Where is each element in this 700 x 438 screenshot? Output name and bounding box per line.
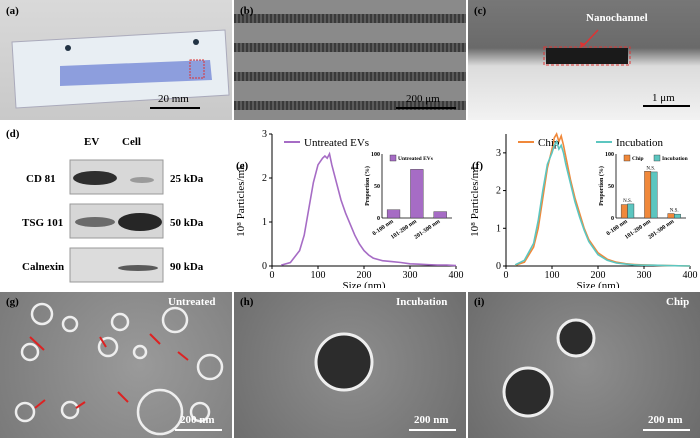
y-tick-label: 1 — [262, 217, 267, 228]
panel-i-tem: (i) Chip 200 nm — [468, 292, 700, 438]
panel-label-d: (d) — [6, 128, 20, 140]
panel-c-nanochannel: (c) Nanochannel 1 μm — [468, 0, 700, 120]
tem-tag-incubation: Incubation — [396, 296, 448, 308]
inset-annotation: N.S. — [670, 209, 679, 214]
panel-b-micrograph: (b) 200 μm — [234, 0, 466, 120]
series-line-incubation — [514, 139, 691, 267]
tem-tag-untreated: Untreated — [168, 296, 216, 308]
wb-strips — [69, 159, 164, 283]
panel-label-a: (a) — [6, 5, 19, 17]
inset-annotation: N.S. — [646, 166, 655, 171]
chart-e-svg: 0 100 200 300 400 0 1 2 3 Size (nm) 10⁸ Particles/… — [235, 129, 464, 288]
panel-d-western-blot: (d) EV Cell CD 81 25 kDa TSG 101 50 kDa … — [0, 128, 232, 288]
panel-a-chip-photo: (a) 20 mm — [0, 0, 232, 120]
panel-g-tem: (g) Untreated 200 nm — [0, 292, 232, 438]
inset-bar — [674, 213, 681, 219]
inset-annotation: N.S. — [623, 199, 632, 204]
series-line-untreated-evs — [280, 151, 457, 267]
x-tick-label: 300 — [637, 270, 652, 281]
inset-y-tick-label: 100 — [605, 152, 614, 158]
tem-tag-chip: Chip — [666, 296, 690, 308]
inset-legend-label: Chip — [632, 156, 644, 162]
panel-label-g: (g) — [6, 296, 19, 308]
y-tick-label: 3 — [262, 129, 267, 140]
inset-legend-swatch — [389, 154, 397, 162]
chart-f-svg: 0 100 200 300 400 0 1 2 3 Size (nm) 10⁸ Particles/… — [469, 132, 698, 288]
nanochannel-image — [543, 29, 690, 107]
panel-h-tem: (h) Incubation 200 nm — [234, 292, 466, 438]
inset-y-axis-label: Proportion (%) — [364, 166, 371, 206]
panel-label-e: (e) — [236, 160, 249, 172]
y-tick-label: 2 — [496, 186, 501, 197]
wb-row-kda: 25 kDa — [170, 173, 204, 185]
wb-row-name: CD 81 — [26, 173, 56, 185]
inset-y-axis-label: Proportion (%) — [598, 166, 605, 206]
wb-row-kda: 50 kDa — [170, 217, 204, 229]
x-tick-label: 100 — [311, 270, 326, 281]
scale-bar-label-b: 200 μm — [406, 93, 440, 105]
x-tick-label: 0 — [504, 270, 509, 281]
x-tick-label: 300 — [403, 270, 418, 281]
scale-bar-label-c: 1 μm — [652, 92, 675, 104]
inset-legend-swatch — [623, 154, 631, 162]
inset-bar — [620, 204, 628, 219]
wb-col-ev: EV — [84, 136, 100, 148]
scale-bar-label-h: 200 nm — [414, 414, 449, 426]
panel-e-chart: (e) 0 100 200 300 400 0 1 2 3 Size (nm) 10⁸ Partic… — [234, 128, 466, 288]
tem-untreated-image — [14, 302, 224, 436]
inset-bar — [667, 213, 675, 219]
x-tick-label: 400 — [449, 270, 464, 281]
x-tick-label: 400 — [683, 270, 698, 281]
y-tick-label: 3 — [496, 148, 501, 159]
inset-y-tick-label: 0 — [377, 216, 380, 222]
inset-legend-swatch — [653, 154, 661, 162]
inset-y-tick-label: 100 — [371, 152, 380, 158]
scale-bar-label-g: 200 nm — [180, 414, 215, 426]
inset-legend-label: Untreated EVs — [398, 156, 433, 162]
wb-row-kda: 90 kDa — [170, 261, 204, 273]
inset-category-label: 201-300 nm — [647, 219, 675, 241]
channel-array-image — [234, 14, 466, 110]
inset-bar — [627, 203, 635, 219]
wb-col-cell: Cell — [122, 136, 141, 148]
legend-label: Incubation — [616, 137, 664, 149]
wb-row-name: TSG 101 — [22, 217, 64, 229]
panel-f-chart: (f) 0 100 200 300 400 0 1 2 3 Size (nm) 10⁸ Partic… — [468, 128, 700, 288]
y-axis-label: 10⁸ Particles/mL — [235, 163, 247, 237]
inset-y-tick-label: 0 — [611, 216, 614, 222]
x-tick-label: 100 — [545, 270, 560, 281]
y-axis-label: 10⁸ Particles/mL — [469, 163, 481, 237]
inset-legend-label: Incubation — [662, 156, 688, 162]
legend-label: Untreated EVs — [304, 137, 369, 149]
x-axis-label: Size (nm) — [342, 280, 385, 288]
y-tick-label: 2 — [262, 173, 267, 184]
panel-label-f: (f) — [472, 160, 483, 172]
y-tick-label: 1 — [496, 223, 501, 234]
panel-label-b: (b) — [240, 5, 254, 17]
panel-label-h: (h) — [240, 296, 254, 308]
inset-bar — [650, 171, 658, 219]
y-tick-label: 0 — [262, 261, 267, 272]
nanochannel-annotation: Nanochannel — [586, 12, 648, 24]
wb-row-name: Calnexin — [22, 261, 65, 273]
scale-bar-label-a: 20 mm — [158, 93, 189, 105]
x-tick-label: 0 — [270, 270, 275, 281]
inset-bar — [386, 209, 401, 219]
y-tick-label: 0 — [496, 261, 501, 272]
inset-y-tick-label: 50 — [608, 184, 614, 190]
tem-incubation-image — [314, 332, 456, 431]
inset-bar — [410, 169, 424, 219]
inset-bar — [433, 211, 447, 219]
x-axis-label: Size (nm) — [576, 280, 619, 288]
x-tick-label: 200 — [357, 270, 372, 281]
inset-y-tick-label: 50 — [374, 184, 380, 190]
inset-bar — [644, 171, 652, 219]
x-tick-label: 200 — [591, 270, 606, 281]
scale-bar-label-i: 200 nm — [648, 414, 683, 426]
inset-category-label: 201-300 nm — [413, 219, 441, 241]
panel-label-i: (i) — [474, 296, 485, 308]
panel-label-c: (c) — [474, 5, 487, 17]
chip-illustration — [11, 29, 230, 109]
tem-chip-image — [502, 318, 690, 431]
